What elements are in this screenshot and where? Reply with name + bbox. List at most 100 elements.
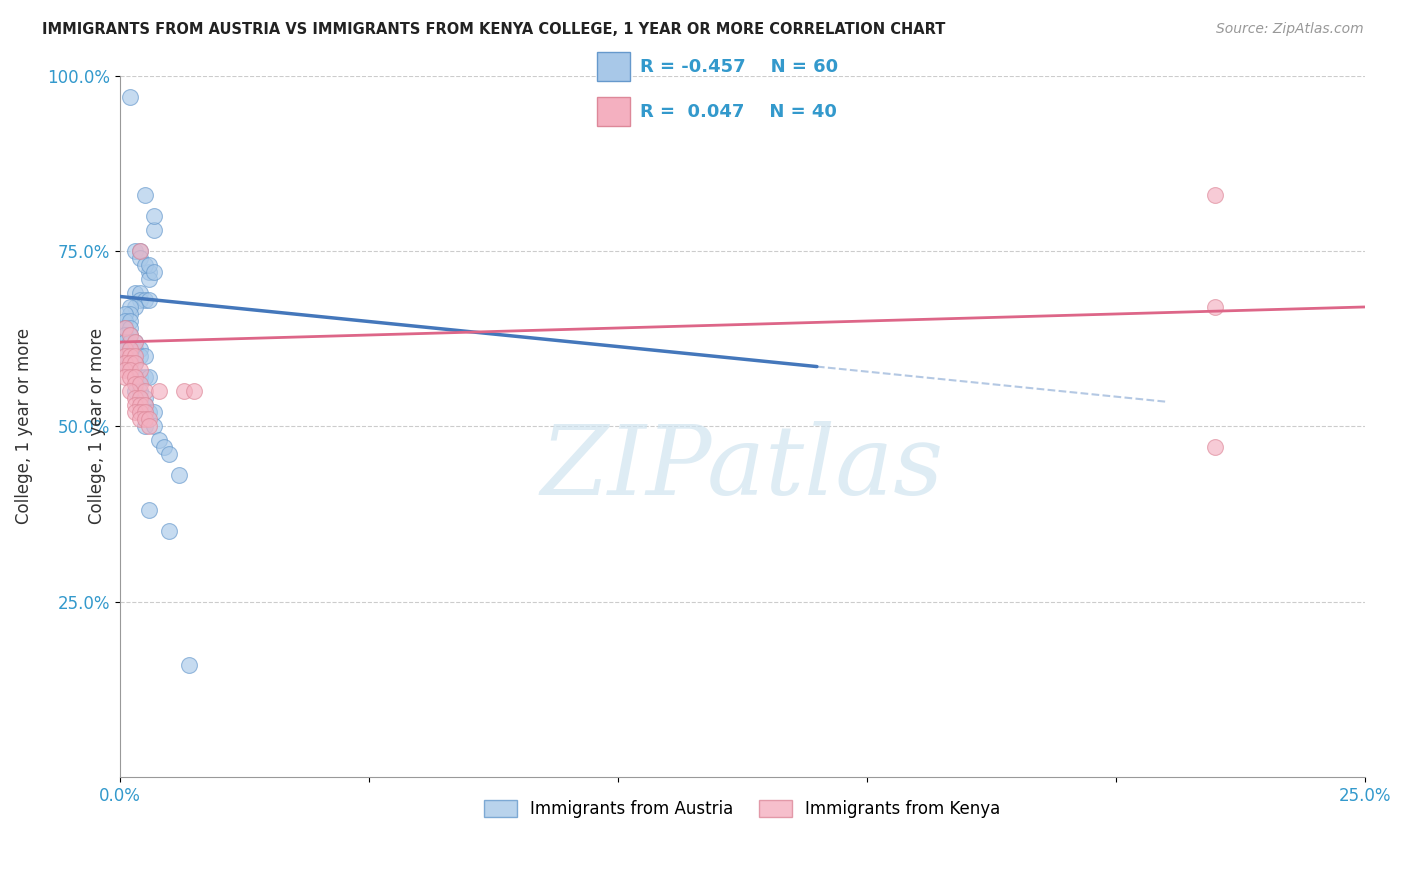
Point bbox=[114, 321, 136, 335]
Point bbox=[118, 321, 141, 335]
Point bbox=[128, 342, 150, 356]
Point bbox=[124, 300, 146, 314]
Point bbox=[114, 321, 136, 335]
Point bbox=[148, 384, 170, 398]
Point bbox=[124, 377, 146, 392]
Point bbox=[118, 328, 141, 343]
Point bbox=[134, 398, 156, 412]
Point bbox=[134, 187, 156, 202]
Point bbox=[128, 285, 150, 300]
Point bbox=[114, 307, 136, 321]
Point bbox=[1204, 300, 1226, 314]
Point bbox=[118, 342, 141, 356]
Point bbox=[118, 356, 141, 370]
Point bbox=[138, 293, 160, 307]
Point bbox=[114, 356, 136, 370]
Point bbox=[134, 293, 156, 307]
Point bbox=[138, 258, 160, 272]
Point bbox=[118, 384, 141, 398]
Point bbox=[124, 334, 146, 349]
Point bbox=[128, 363, 150, 377]
Point bbox=[124, 244, 146, 258]
Point bbox=[134, 412, 156, 426]
Point bbox=[128, 370, 150, 384]
Point bbox=[128, 251, 150, 265]
Point bbox=[118, 370, 141, 384]
Point bbox=[124, 384, 146, 398]
Point bbox=[118, 356, 141, 370]
Bar bbox=[596, 97, 630, 127]
Point bbox=[128, 244, 150, 258]
Point bbox=[124, 370, 146, 384]
Point bbox=[134, 258, 156, 272]
Y-axis label: College, 1 year or more: College, 1 year or more bbox=[87, 328, 105, 524]
Point bbox=[134, 405, 156, 419]
Point bbox=[1204, 187, 1226, 202]
Point bbox=[138, 272, 160, 286]
Point bbox=[128, 391, 150, 405]
Point bbox=[124, 405, 146, 419]
Point bbox=[128, 349, 150, 363]
Point bbox=[124, 285, 146, 300]
Point bbox=[179, 657, 201, 672]
Point bbox=[118, 89, 141, 103]
Text: ZIPatlas: ZIPatlas bbox=[541, 421, 943, 516]
Point bbox=[124, 356, 146, 370]
Point bbox=[157, 447, 180, 461]
Point bbox=[114, 356, 136, 370]
Point bbox=[134, 405, 156, 419]
Point bbox=[128, 384, 150, 398]
Point bbox=[118, 349, 141, 363]
Point bbox=[153, 440, 176, 454]
Point bbox=[138, 412, 160, 426]
Point bbox=[173, 384, 195, 398]
Point bbox=[128, 377, 150, 392]
Point bbox=[124, 391, 146, 405]
Text: IMMIGRANTS FROM AUSTRIA VS IMMIGRANTS FROM KENYA COLLEGE, 1 YEAR OR MORE CORRELA: IMMIGRANTS FROM AUSTRIA VS IMMIGRANTS FR… bbox=[42, 22, 946, 37]
Point bbox=[128, 412, 150, 426]
Point bbox=[118, 342, 141, 356]
Point bbox=[143, 223, 166, 237]
Point bbox=[138, 405, 160, 419]
Point bbox=[148, 434, 170, 448]
Point bbox=[124, 334, 146, 349]
Point bbox=[134, 384, 156, 398]
Point bbox=[138, 503, 160, 517]
Point bbox=[114, 363, 136, 377]
Point bbox=[124, 356, 146, 370]
Y-axis label: College, 1 year or more: College, 1 year or more bbox=[15, 328, 32, 524]
Point bbox=[169, 468, 191, 483]
Point bbox=[114, 342, 136, 356]
Point bbox=[1204, 440, 1226, 454]
Point bbox=[134, 349, 156, 363]
Point bbox=[118, 363, 141, 377]
Text: R = -0.457    N = 60: R = -0.457 N = 60 bbox=[640, 58, 838, 76]
Point bbox=[114, 342, 136, 356]
Point bbox=[183, 384, 205, 398]
Point bbox=[124, 342, 146, 356]
Point bbox=[138, 370, 160, 384]
Point bbox=[128, 405, 150, 419]
Point bbox=[143, 405, 166, 419]
Point bbox=[114, 334, 136, 349]
Point bbox=[138, 265, 160, 279]
Point bbox=[143, 265, 166, 279]
Bar bbox=[596, 52, 630, 81]
Text: Source: ZipAtlas.com: Source: ZipAtlas.com bbox=[1216, 22, 1364, 37]
Point bbox=[124, 398, 146, 412]
Point bbox=[118, 334, 141, 349]
Point bbox=[114, 328, 136, 343]
Point bbox=[134, 419, 156, 434]
Point bbox=[157, 524, 180, 539]
Point bbox=[114, 349, 136, 363]
Point bbox=[134, 398, 156, 412]
Point bbox=[118, 328, 141, 343]
Point bbox=[128, 398, 150, 412]
Point bbox=[114, 314, 136, 328]
Point bbox=[128, 293, 150, 307]
Point bbox=[118, 300, 141, 314]
Point bbox=[128, 244, 150, 258]
Point bbox=[124, 349, 146, 363]
Legend: Immigrants from Austria, Immigrants from Kenya: Immigrants from Austria, Immigrants from… bbox=[477, 793, 1007, 824]
Point bbox=[134, 370, 156, 384]
